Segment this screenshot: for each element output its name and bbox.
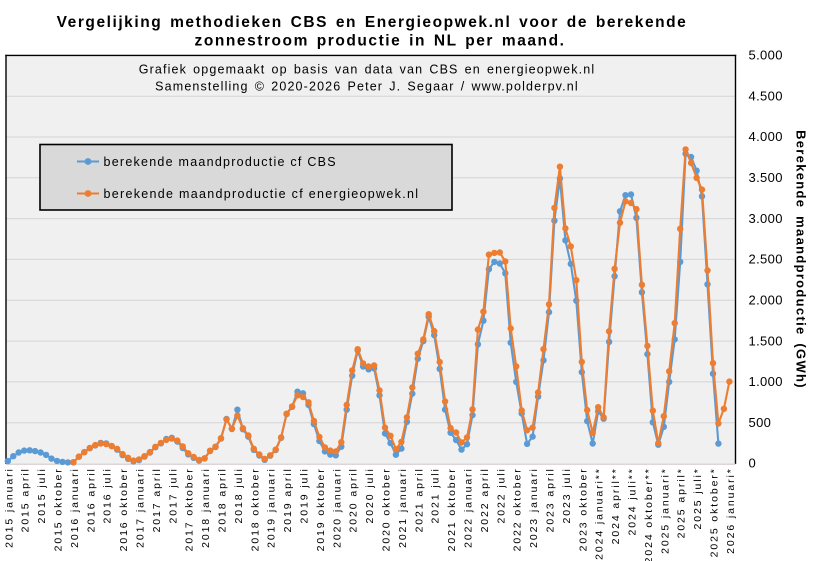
svg-text:2023 juli: 2023 juli	[561, 467, 573, 523]
svg-text:3.500: 3.500	[749, 170, 783, 185]
svg-text:2015 januari: 2015 januari	[3, 467, 15, 548]
svg-text:Vergelijking methodieken CBS e: Vergelijking methodieken CBS en Energieo…	[57, 14, 688, 31]
svg-text:2015 oktober: 2015 oktober	[53, 467, 65, 551]
svg-text:2020 januari: 2020 januari	[331, 467, 343, 548]
svg-text:2017 januari: 2017 januari	[135, 467, 147, 548]
svg-text:5.000: 5.000	[749, 48, 783, 63]
svg-text:2022 januari: 2022 januari	[463, 467, 475, 548]
svg-text:2023 april: 2023 april	[545, 467, 557, 532]
svg-text:2017 oktober: 2017 oktober	[184, 467, 196, 551]
svg-text:2024 april**: 2024 april**	[610, 467, 622, 544]
svg-text:4.500: 4.500	[749, 88, 783, 103]
svg-text:Samenstelling © 2020-2026 Pet: Samenstelling © 2020-2026 Peter J. Segaa…	[155, 80, 579, 94]
svg-text:2.000: 2.000	[749, 293, 783, 308]
svg-text:2025 januari*: 2025 januari*	[659, 467, 671, 554]
svg-text:2.500: 2.500	[749, 252, 783, 267]
svg-text:0: 0	[749, 456, 757, 471]
svg-text:1.000: 1.000	[749, 374, 783, 389]
svg-text:2025 juli*: 2025 juli*	[692, 467, 704, 529]
svg-text:2018 april: 2018 april	[217, 467, 229, 532]
svg-text:2015 april: 2015 april	[20, 467, 32, 532]
svg-text:2022 juli: 2022 juli	[495, 467, 507, 523]
svg-text:2021 april: 2021 april	[413, 467, 425, 532]
svg-text:2022 oktober: 2022 oktober	[512, 467, 524, 551]
svg-text:2024 oktober**: 2024 oktober**	[643, 467, 655, 561]
svg-text:3.000: 3.000	[749, 211, 783, 226]
svg-text:2020 juli: 2020 juli	[364, 467, 376, 523]
svg-text:2018 oktober: 2018 oktober	[249, 467, 261, 551]
svg-text:2023 januari: 2023 januari	[528, 467, 540, 548]
svg-text:2019 april: 2019 april	[282, 467, 294, 532]
svg-text:2017 april: 2017 april	[151, 467, 163, 532]
svg-text:Grafiek opgemaakt op basis van: Grafiek opgemaakt op basis van data van …	[139, 63, 596, 77]
svg-text:2018 juli: 2018 juli	[233, 467, 245, 523]
svg-text:2025 oktober*: 2025 oktober*	[709, 467, 721, 557]
svg-text:2021 oktober: 2021 oktober	[446, 467, 458, 551]
svg-text:2018 januari: 2018 januari	[200, 467, 212, 548]
svg-text:2016 oktober: 2016 oktober	[118, 467, 130, 551]
svg-text:berekende maandproductie cf en: berekende maandproductie cf energieopwek…	[104, 187, 420, 201]
svg-text:2016 januari: 2016 januari	[69, 467, 81, 548]
svg-text:berekende maandproductie cf CB: berekende maandproductie cf CBS	[104, 155, 337, 169]
svg-text:2019 januari: 2019 januari	[266, 467, 278, 548]
svg-text:2024 januari**: 2024 januari**	[594, 467, 606, 560]
svg-text:2020 april: 2020 april	[348, 467, 360, 532]
svg-text:2021 januari: 2021 januari	[397, 467, 409, 548]
svg-text:2016 april: 2016 april	[85, 467, 97, 532]
svg-text:2021 juli: 2021 juli	[430, 467, 442, 523]
svg-text:1.500: 1.500	[749, 333, 783, 348]
svg-text:2025 april*: 2025 april*	[676, 467, 688, 538]
svg-text:2022 april: 2022 april	[479, 467, 491, 532]
svg-text:500: 500	[749, 415, 772, 430]
svg-text:Berekende maandproductie (GWh): Berekende maandproductie (GWh)	[794, 130, 809, 389]
svg-text:2026 januari*: 2026 januari*	[725, 467, 737, 554]
svg-text:2015 juli: 2015 juli	[36, 467, 48, 523]
svg-text:2017 juli: 2017 juli	[167, 467, 179, 523]
svg-text:zonnestroom productie in NL pe: zonnestroom productie in NL per maand.	[195, 33, 566, 50]
svg-text:2016 juli: 2016 juli	[102, 467, 114, 523]
svg-text:2023 oktober: 2023 oktober	[577, 467, 589, 551]
svg-text:2020 oktober: 2020 oktober	[381, 467, 393, 551]
svg-text:4.000: 4.000	[749, 129, 783, 144]
svg-text:2019 juli: 2019 juli	[299, 467, 311, 523]
svg-text:2024 juli**: 2024 juli**	[627, 467, 639, 535]
svg-text:2019 oktober: 2019 oktober	[315, 467, 327, 551]
